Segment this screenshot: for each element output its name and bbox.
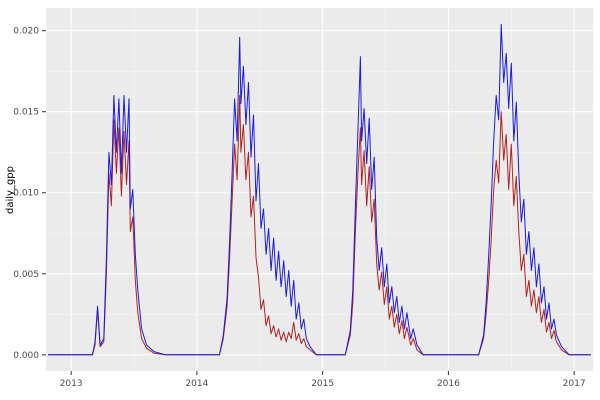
x-tick-label: 2017 bbox=[563, 379, 586, 389]
series-line-gpp-blue bbox=[48, 23, 591, 356]
x-tick-label: 2015 bbox=[311, 379, 334, 389]
y-tick-label: 0.020 bbox=[13, 27, 39, 37]
panel-background bbox=[46, 8, 593, 371]
x-tick-label: 2016 bbox=[437, 379, 460, 389]
y-axis-label: daily_gpp bbox=[5, 166, 16, 214]
y-tick-label: 0.010 bbox=[13, 189, 39, 199]
x-tick-label: 2014 bbox=[185, 379, 208, 389]
x-tick-label: 2013 bbox=[60, 379, 83, 389]
chart-layers: 2013 2014 2015 2016 2017 0.000 0.005 0.010 0.015… bbox=[13, 8, 593, 389]
y-tick-label: 0.005 bbox=[13, 270, 39, 280]
y-tick-label: 0.000 bbox=[13, 351, 39, 361]
y-tick-label: 0.015 bbox=[13, 108, 39, 118]
